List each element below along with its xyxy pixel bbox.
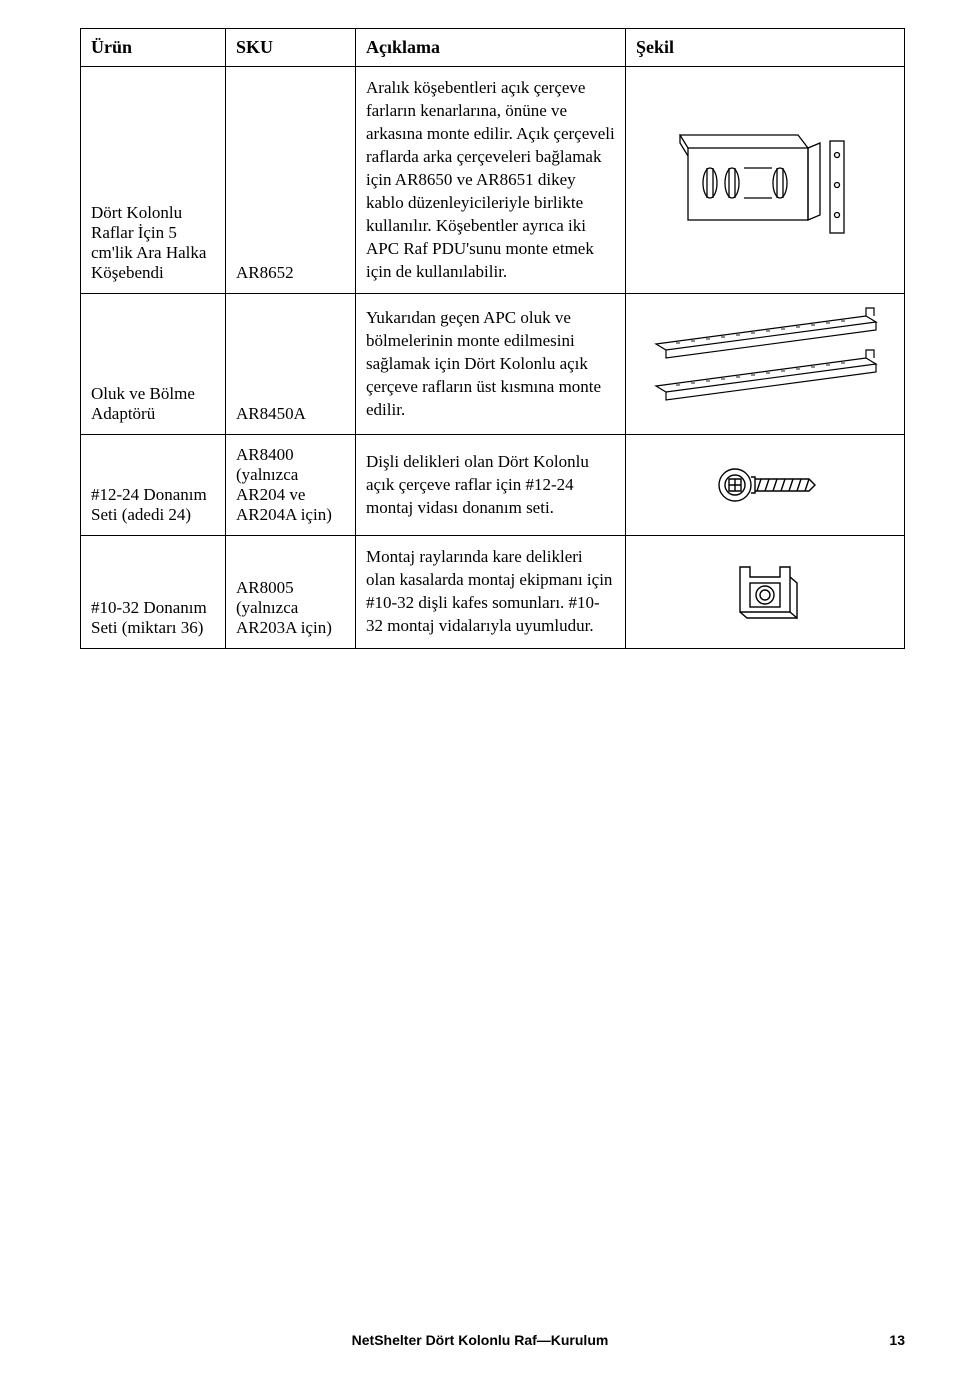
product-cell: Dört Kolonlu Raflar İçin 5 cm'lik Ara Ha… <box>81 67 226 294</box>
bracket-panel-icon <box>670 123 860 238</box>
figure-cell <box>626 67 905 294</box>
product-cell: #12-24 Donanım Seti (adedi 24) <box>81 435 226 536</box>
page-number: 13 <box>889 1332 905 1348</box>
product-table: Ürün SKU Açıklama Şekil Dört Kolonlu Raf… <box>80 28 905 649</box>
footer-title: NetShelter Dört Kolonlu Raf—Kurulum <box>0 1332 960 1348</box>
sku-cell: AR8005 (yalnızca AR203A için) <box>226 536 356 649</box>
col-header-product: Ürün <box>81 29 226 67</box>
product-cell: Oluk ve Bölme Adaptörü <box>81 294 226 435</box>
desc-cell: Yukarıdan geçen APC oluk ve bölmelerinin… <box>356 294 626 435</box>
col-header-desc: Açıklama <box>356 29 626 67</box>
rail-pair-icon <box>636 304 896 424</box>
figure-cell <box>626 435 905 536</box>
sku-cell: AR8450A <box>226 294 356 435</box>
table-row: Dört Kolonlu Raflar İçin 5 cm'lik Ara Ha… <box>81 67 905 294</box>
product-cell: #10-32 Donanım Seti (miktarı 36) <box>81 536 226 649</box>
col-header-sku: SKU <box>226 29 356 67</box>
screw-icon <box>705 455 825 515</box>
page-content: Ürün SKU Açıklama Şekil Dört Kolonlu Raf… <box>0 0 960 649</box>
sku-cell: AR8400 (yalnızca AR204 ve AR204A için) <box>226 435 356 536</box>
figure-cell <box>626 294 905 435</box>
col-header-figure: Şekil <box>626 29 905 67</box>
table-row: #10-32 Donanım Seti (miktarı 36) AR8005 … <box>81 536 905 649</box>
table-header-row: Ürün SKU Açıklama Şekil <box>81 29 905 67</box>
desc-cell: Montaj raylarında kare delikleri olan ka… <box>356 536 626 649</box>
sku-cell: AR8652 <box>226 67 356 294</box>
figure-cell <box>626 536 905 649</box>
desc-cell: Aralık köşebentleri açık çerçeve farları… <box>356 67 626 294</box>
table-row: Oluk ve Bölme Adaptörü AR8450A Yukarıdan… <box>81 294 905 435</box>
desc-cell: Dişli delikleri olan Dört Kolonlu açık ç… <box>356 435 626 536</box>
cage-nut-icon <box>725 557 805 627</box>
table-row: #12-24 Donanım Seti (adedi 24) AR8400 (y… <box>81 435 905 536</box>
